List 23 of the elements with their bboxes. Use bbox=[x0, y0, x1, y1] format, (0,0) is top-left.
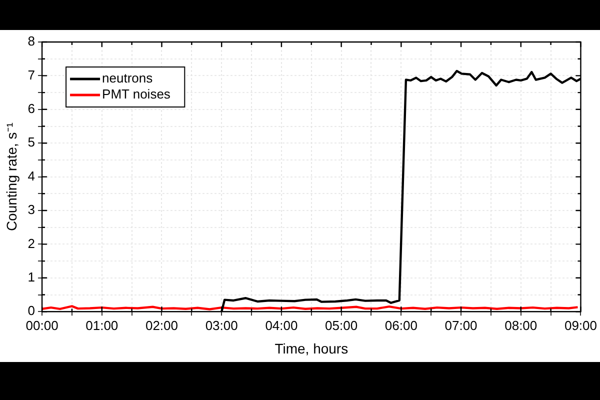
y-axis-title: Counting rate, s⁻¹ bbox=[3, 122, 20, 232]
x-tick-label: 06:00 bbox=[384, 318, 418, 333]
x-axis-title: Time, hours bbox=[274, 340, 348, 356]
x-tick-label: 09:00 bbox=[564, 318, 598, 333]
x-tick-label: 01:00 bbox=[86, 318, 118, 333]
x-tick-label: 02:00 bbox=[145, 318, 178, 333]
y-tick-label: 1 bbox=[28, 269, 36, 284]
y-tick-label: 6 bbox=[28, 100, 36, 116]
y-tick-label: 5 bbox=[28, 134, 36, 150]
legend-label: neutrons bbox=[102, 70, 154, 86]
x-tick-label: 04:00 bbox=[265, 318, 298, 333]
legend-label: PMT noises bbox=[102, 86, 171, 102]
y-tick-label: 0 bbox=[28, 303, 36, 318]
y-tick-label: 8 bbox=[28, 34, 36, 49]
y-tick-label: 7 bbox=[28, 67, 36, 82]
x-tick-label: 03:00 bbox=[205, 318, 238, 333]
y-tick-label: 2 bbox=[28, 236, 36, 251]
x-tick-label: 00:00 bbox=[26, 318, 58, 333]
x-tick-label: 05:00 bbox=[325, 318, 358, 333]
y-tick-label: 3 bbox=[28, 202, 36, 218]
y-tick-label: 4 bbox=[28, 168, 36, 184]
x-tick-label: 07:00 bbox=[444, 318, 478, 333]
x-tick-label: 08:00 bbox=[504, 318, 538, 333]
